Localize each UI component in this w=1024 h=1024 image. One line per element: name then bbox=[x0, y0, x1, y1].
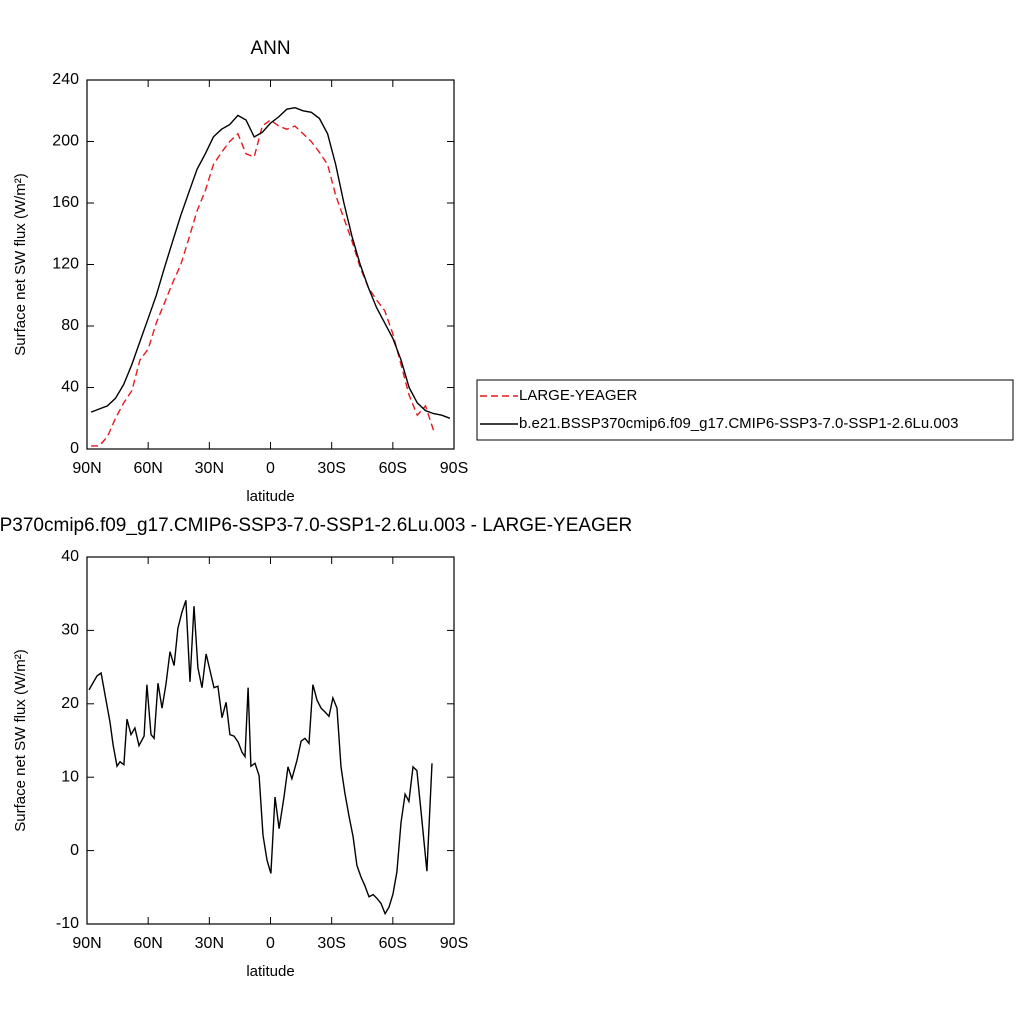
x-axis-label: latitude bbox=[246, 488, 294, 505]
legend-label: LARGE-YEAGER bbox=[519, 387, 638, 404]
x-tick-label: 90N bbox=[72, 460, 101, 477]
y-tick-label: -10 bbox=[56, 915, 79, 932]
y-tick-label: 40 bbox=[61, 548, 79, 565]
y-tick-label: 30 bbox=[61, 622, 79, 639]
y-tick-label: 240 bbox=[52, 71, 79, 88]
x-axis-label: latitude bbox=[246, 963, 294, 980]
y-tick-label: 40 bbox=[61, 379, 79, 396]
x-tick-label: 60S bbox=[379, 935, 407, 952]
data-line bbox=[90, 106, 451, 419]
legend-label: b.e21.BSSP370cmip6.f09_g17.CMIP6-SSP3-7.… bbox=[519, 415, 958, 432]
chart-title: ANN bbox=[250, 38, 290, 59]
x-tick-label: 0 bbox=[266, 935, 275, 952]
x-tick-label: 30N bbox=[195, 935, 224, 952]
x-tick-label: 60N bbox=[133, 935, 162, 952]
y-tick-label: 200 bbox=[52, 133, 79, 150]
y-axis-label: Surface net SW flux (W/m²) bbox=[12, 649, 29, 832]
x-tick-label: 30S bbox=[317, 935, 345, 952]
chart-title: b.e21.BSSP370cmip6.f09_g17.CMIP6-SSP3-7.… bbox=[0, 515, 632, 536]
legend-box bbox=[476, 379, 1014, 441]
x-tick-label: 90S bbox=[440, 935, 468, 952]
data-line bbox=[88, 600, 433, 916]
x-tick-label: 30N bbox=[195, 460, 224, 477]
data-line bbox=[91, 119, 435, 447]
x-tick-label: 60N bbox=[133, 460, 162, 477]
x-tick-label: 90S bbox=[440, 460, 468, 477]
y-axis-label: Surface net SW flux (W/m²) bbox=[12, 173, 29, 356]
y-tick-label: 20 bbox=[61, 695, 79, 712]
y-tick-label: 120 bbox=[52, 256, 79, 273]
y-tick-label: 160 bbox=[52, 194, 79, 211]
x-tick-label: 90N bbox=[72, 935, 101, 952]
y-tick-label: 0 bbox=[70, 440, 79, 457]
y-tick-label: 10 bbox=[61, 768, 79, 785]
x-tick-label: 60S bbox=[379, 460, 407, 477]
y-tick-label: 0 bbox=[70, 842, 79, 859]
plot-frame bbox=[86, 79, 455, 450]
x-tick-label: 30S bbox=[317, 460, 345, 477]
x-tick-label: 0 bbox=[266, 460, 275, 477]
y-tick-label: 80 bbox=[61, 317, 79, 334]
